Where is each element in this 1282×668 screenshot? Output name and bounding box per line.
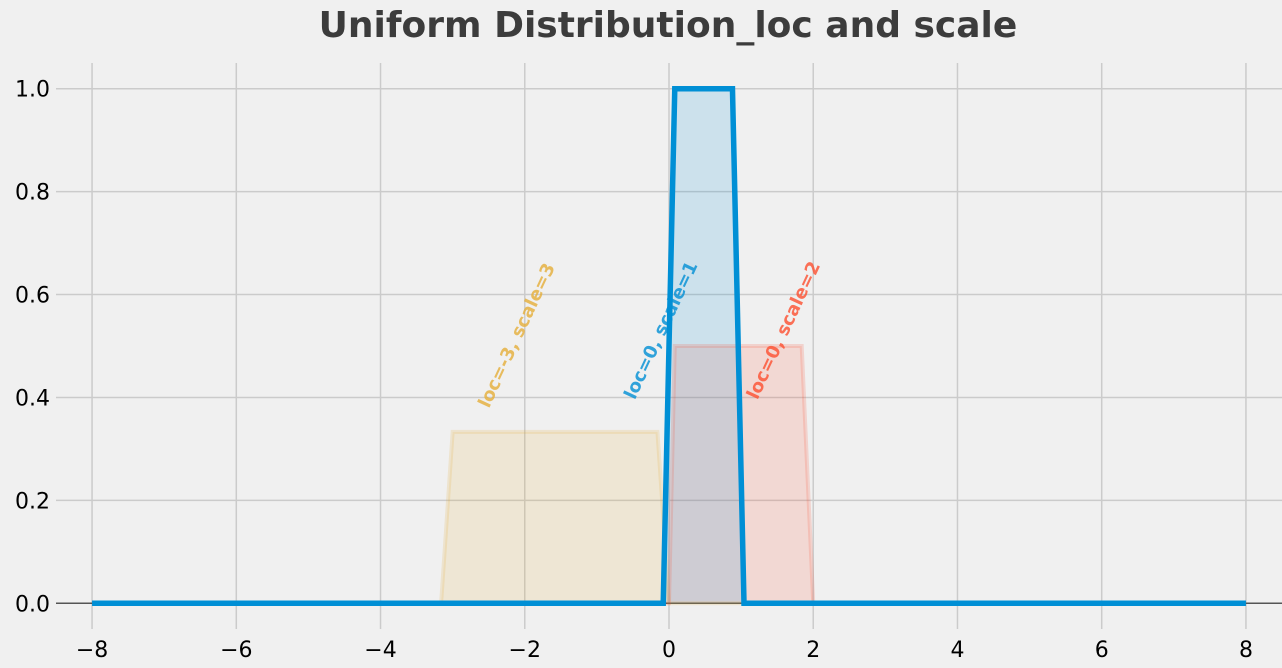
- chart-title: Uniform Distribution_loc and scale: [319, 5, 1018, 46]
- x-tick-label: 8: [1239, 638, 1253, 663]
- y-tick-label: 0.8: [15, 181, 50, 206]
- series-area: [92, 88, 1246, 604]
- y-tick-label: 0.6: [15, 284, 50, 309]
- x-tick-label: −6: [220, 638, 252, 663]
- series-lines: [92, 85, 1246, 607]
- y-tick-label: 0.0: [15, 592, 50, 617]
- x-tick-label: −4: [364, 638, 396, 663]
- x-tick-labels: −8 −6 −4 −2 0 2 4 6 8: [76, 638, 1253, 663]
- y-tick-labels: 0.0 0.2 0.4 0.6 0.8 1.0: [15, 78, 50, 618]
- series-annotation: loc=-3, scale=3: [474, 260, 559, 411]
- x-tick-label: −2: [509, 638, 541, 663]
- y-tick-label: 0.4: [15, 386, 50, 411]
- x-tick-label: −8: [76, 638, 108, 663]
- y-tick-label: 0.2: [15, 489, 50, 514]
- x-tick-label: 6: [1095, 638, 1109, 663]
- x-tick-label: 0: [662, 638, 676, 663]
- series-line: [92, 85, 1246, 607]
- y-tick-label: 1.0: [15, 78, 50, 103]
- x-tick-label: 2: [806, 638, 820, 663]
- x-tick-label: 4: [950, 638, 964, 663]
- series-areas: [92, 88, 1246, 604]
